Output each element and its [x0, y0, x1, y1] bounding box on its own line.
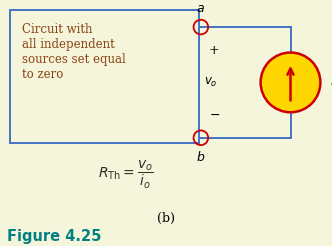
Text: $b$: $b$ — [196, 150, 206, 164]
Text: $a$: $a$ — [197, 2, 205, 15]
Text: sources set equal: sources set equal — [22, 53, 125, 66]
Text: Figure 4.25: Figure 4.25 — [7, 229, 101, 244]
Text: to zero: to zero — [22, 68, 63, 81]
Text: $R_{\mathrm{Th}} = \dfrac{v_o}{i_o}$: $R_{\mathrm{Th}} = \dfrac{v_o}{i_o}$ — [98, 159, 154, 191]
Ellipse shape — [261, 53, 320, 112]
Text: (b): (b) — [157, 213, 175, 225]
Text: all independent: all independent — [22, 38, 114, 51]
Text: +: + — [209, 44, 219, 57]
Text: $i_o$: $i_o$ — [330, 74, 332, 91]
Text: Circuit with: Circuit with — [22, 23, 92, 36]
Text: $-$: $-$ — [208, 108, 220, 121]
Bar — [10, 10, 199, 143]
Text: $v_o$: $v_o$ — [204, 76, 218, 89]
